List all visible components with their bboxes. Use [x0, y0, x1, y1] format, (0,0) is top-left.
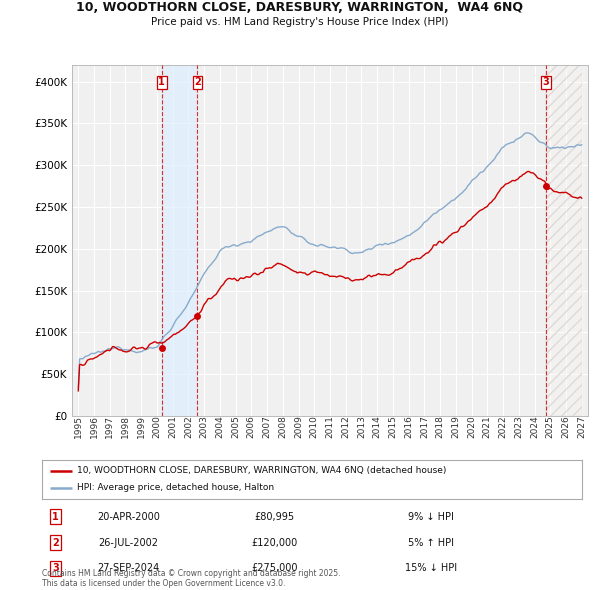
Text: 2020: 2020	[467, 415, 476, 438]
Text: 2010: 2010	[310, 415, 319, 438]
Text: £80,995: £80,995	[254, 512, 294, 522]
Text: 1999: 1999	[137, 415, 146, 438]
Text: 2002: 2002	[184, 415, 193, 438]
Text: HPI: Average price, detached house, Halton: HPI: Average price, detached house, Halt…	[77, 483, 274, 492]
Text: 2000: 2000	[152, 415, 161, 438]
Text: 2019: 2019	[451, 415, 460, 438]
Text: 3: 3	[543, 77, 550, 87]
Text: 26-JUL-2002: 26-JUL-2002	[98, 537, 158, 548]
Text: 20-APR-2000: 20-APR-2000	[97, 512, 160, 522]
Text: 2014: 2014	[373, 415, 382, 438]
Text: £275,000: £275,000	[251, 563, 298, 573]
Text: 15% ↓ HPI: 15% ↓ HPI	[405, 563, 457, 573]
Text: 9% ↓ HPI: 9% ↓ HPI	[408, 512, 454, 522]
Text: 3: 3	[52, 563, 59, 573]
Text: 2007: 2007	[263, 415, 272, 438]
Text: 27-SEP-2024: 27-SEP-2024	[97, 563, 160, 573]
Text: 2006: 2006	[247, 415, 256, 438]
Text: 1997: 1997	[105, 415, 114, 438]
Text: 1995: 1995	[74, 415, 83, 438]
Text: 2024: 2024	[530, 415, 539, 438]
Text: 10, WOODTHORN CLOSE, DARESBURY, WARRINGTON,  WA4 6NQ: 10, WOODTHORN CLOSE, DARESBURY, WARRINGT…	[77, 1, 523, 14]
Text: 2017: 2017	[420, 415, 429, 438]
Text: 1: 1	[158, 77, 165, 87]
Text: 2011: 2011	[325, 415, 335, 438]
Text: 5% ↑ HPI: 5% ↑ HPI	[408, 537, 454, 548]
Text: 2012: 2012	[341, 415, 350, 438]
Text: 2: 2	[52, 537, 59, 548]
Text: 2027: 2027	[577, 415, 586, 438]
Text: 2016: 2016	[404, 415, 413, 438]
Text: 1: 1	[52, 512, 59, 522]
Text: 2025: 2025	[546, 415, 555, 438]
Text: £120,000: £120,000	[251, 537, 298, 548]
Text: 2008: 2008	[278, 415, 287, 438]
Text: 2003: 2003	[200, 415, 209, 438]
Text: 10, WOODTHORN CLOSE, DARESBURY, WARRINGTON, WA4 6NQ (detached house): 10, WOODTHORN CLOSE, DARESBURY, WARRINGT…	[77, 467, 446, 476]
Text: 2018: 2018	[436, 415, 445, 438]
Text: 1998: 1998	[121, 415, 130, 438]
Text: 1996: 1996	[89, 415, 98, 438]
Text: 2013: 2013	[357, 415, 366, 438]
Text: 2005: 2005	[231, 415, 240, 438]
Text: Price paid vs. HM Land Registry's House Price Index (HPI): Price paid vs. HM Land Registry's House …	[151, 17, 449, 27]
Text: Contains HM Land Registry data © Crown copyright and database right 2025.
This d: Contains HM Land Registry data © Crown c…	[42, 569, 341, 588]
Text: 2021: 2021	[483, 415, 492, 438]
Text: 2022: 2022	[499, 415, 508, 438]
Text: 2004: 2004	[215, 415, 224, 438]
Text: 2001: 2001	[168, 415, 177, 438]
Text: 2026: 2026	[562, 415, 571, 438]
Text: 2015: 2015	[388, 415, 397, 438]
Bar	[546, 65, 588, 416]
Text: 2009: 2009	[294, 415, 303, 438]
Text: 2023: 2023	[514, 415, 523, 438]
Text: 2: 2	[194, 77, 201, 87]
